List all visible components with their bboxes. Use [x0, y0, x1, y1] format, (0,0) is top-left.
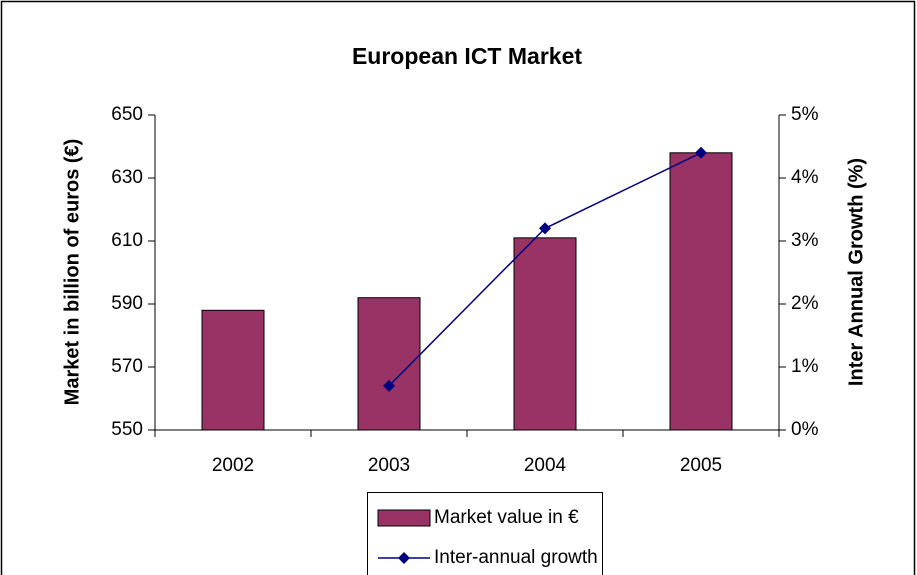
- y2-tick-label: 5%: [791, 104, 819, 125]
- bar: [513, 237, 577, 431]
- legend-label: Market value in €: [434, 507, 579, 528]
- y-tick-label: 590: [111, 293, 143, 314]
- y2-tick-label: 1%: [791, 356, 819, 377]
- y2-tick-label: 2%: [791, 293, 819, 314]
- legend-marker: [398, 552, 410, 564]
- y-tick-label: 650: [111, 104, 143, 125]
- bar: [669, 152, 733, 431]
- marker: [695, 146, 707, 159]
- y2-tick-label: 3%: [791, 230, 819, 251]
- x-tick-label: 2002: [212, 455, 254, 476]
- y2-tick-label: 4%: [791, 167, 819, 188]
- chart-title: European ICT Market: [352, 43, 582, 69]
- marker: [383, 379, 395, 392]
- legend-swatch: [377, 509, 431, 527]
- y2-tick-label: 0%: [791, 419, 819, 440]
- x-tick-label: 2005: [680, 455, 722, 476]
- y-axis-label: Market in billion of euros (€): [61, 139, 83, 406]
- x-tick-label: 2003: [368, 455, 410, 476]
- y-tick-label: 630: [111, 167, 143, 188]
- legend-label: Inter-annual growth: [434, 547, 598, 568]
- y2-axis-label: Inter Annual Growth (%): [845, 158, 867, 386]
- y-tick-label: 550: [111, 419, 143, 440]
- bar: [201, 309, 265, 431]
- bar: [357, 297, 421, 431]
- x-tick-label: 2004: [524, 455, 567, 476]
- marker: [539, 222, 551, 235]
- y-tick-label: 570: [111, 356, 143, 377]
- y-tick-label: 610: [111, 230, 143, 251]
